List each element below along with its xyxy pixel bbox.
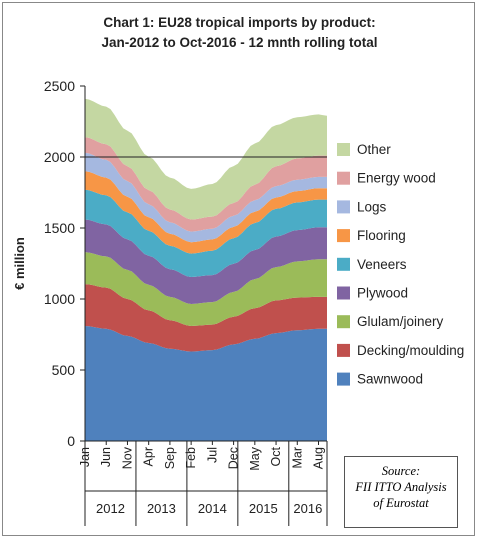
year-label: 2014 [198,501,227,516]
legend-label: Logs [357,199,387,214]
x-tick-label: Jun [99,447,113,467]
legend-swatch [337,315,350,329]
legend-swatch [337,343,350,357]
legend-label: Decking/moulding [357,343,464,358]
x-tick-label: Feb [184,447,198,469]
legend-label: Veneers [357,257,407,272]
legend-swatch [337,372,350,386]
year-label: 2012 [96,501,125,516]
y-tick-label: 0 [67,433,75,449]
area-flooring [85,171,327,254]
x-tick-label: Dec [227,447,241,469]
legend-swatch [337,286,350,300]
x-tick-label: Oct [269,446,283,466]
legend-label: Other [357,142,391,157]
chart-title-line-1: Chart 1: EU28 tropical imports by produc… [103,15,376,30]
area-other [85,98,327,220]
x-tick-label: Jul [205,447,219,463]
area-glulam-joinery [85,252,327,326]
area-sawnwood [85,326,327,441]
chart-title: Chart 1: EU28 tropical imports by produc… [3,13,476,53]
x-tick-label: Aug [312,447,326,469]
legend-swatch [337,143,350,156]
area-plywood [85,219,327,304]
y-tick-label: 2000 [44,149,75,165]
legend-label: Energy wood [357,171,436,186]
area-logs [85,152,327,243]
y-axis-label: € million [12,237,27,290]
legend-label: Flooring [357,228,406,243]
legend-label: Glulam/joinery [357,314,444,329]
y-tick-label: 1000 [44,291,75,307]
legend-label: Plywood [357,286,408,301]
y-tick-label: 500 [52,362,76,378]
source-line-3: of Eurostat [373,496,429,510]
x-tick-label: Mar [290,447,304,469]
x-tick-label: Apr [142,447,156,466]
legend-swatch [337,257,350,271]
legend-swatch [337,229,350,243]
area-veneers [85,189,327,277]
area-energy-wood [85,137,327,232]
legend-swatch [337,200,350,214]
year-label: 2013 [147,501,176,516]
y-tick-label: 1500 [44,220,75,236]
legend-label: Sawnwood [357,372,423,387]
year-label: 2015 [249,501,278,516]
y-tick-label: 2500 [44,78,75,94]
source-line-2: FII ITTO Analysis [355,480,447,494]
chart-title-line-2: Jan-2012 to Oct-2016 - 12 mnth rolling t… [101,35,378,50]
year-label: 2016 [293,501,322,516]
x-tick-label: Sep [163,447,177,469]
legend-swatch [337,171,350,185]
x-tick-label: Nov [120,446,134,469]
area-decking-moulding [85,284,327,352]
source-line-1: Source: [381,464,421,478]
x-tick-label: May [248,446,262,470]
source-box: Source: FII ITTO Analysis of Eurostat [344,456,458,528]
